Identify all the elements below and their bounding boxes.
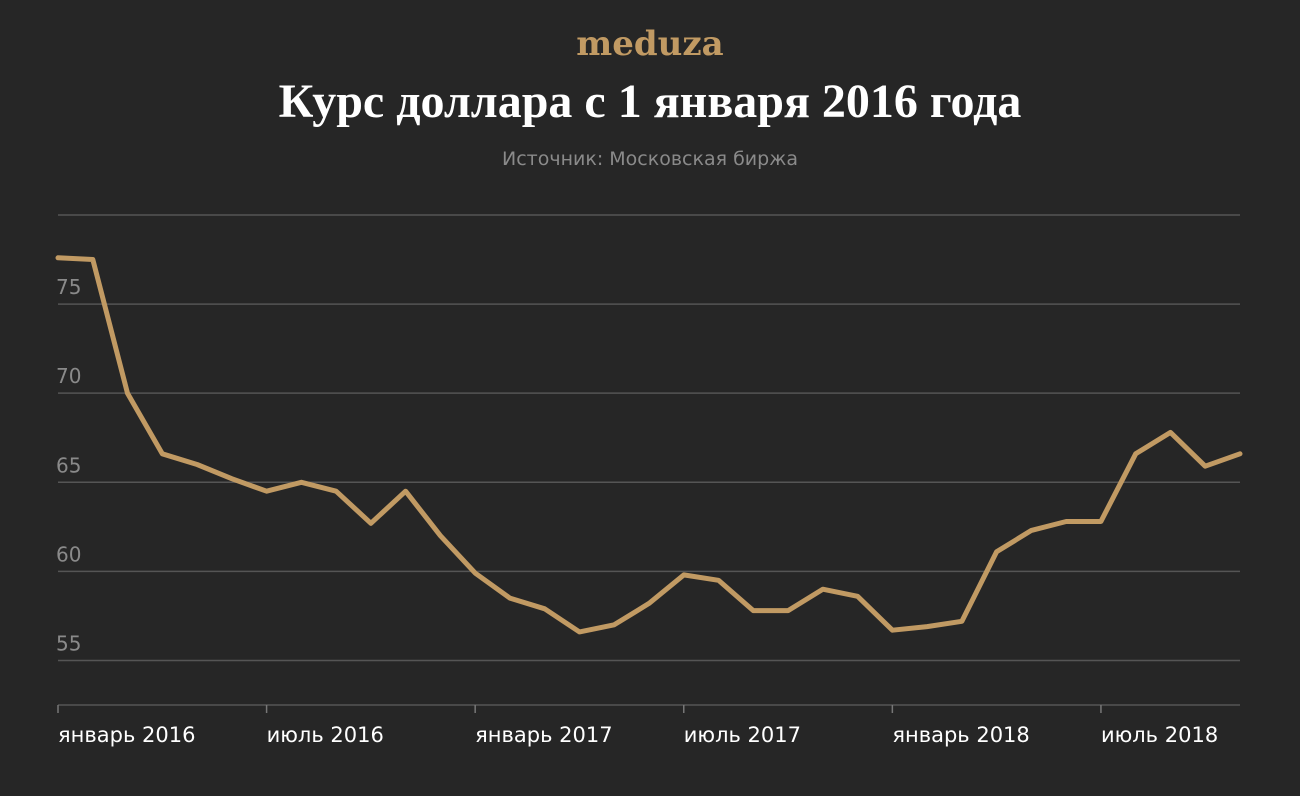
chart-title: Курс доллара с 1 января 2016 года [278,75,1022,128]
x-tick-label: январь 2018 [892,723,1029,747]
y-tick-label: 65 [56,453,81,477]
x-tick-label: январь 2016 [58,723,195,747]
y-tick-label: 75 [56,275,81,299]
chart-subtitle: Источник: Московская биржа [502,148,798,170]
y-tick-label: 70 [56,364,81,388]
x-tick-label: июль 2018 [1101,723,1218,747]
x-tick-label: июль 2017 [684,723,801,747]
series-line-usd-rub [55,255,1243,635]
x-tick-label: январь 2017 [475,723,612,747]
x-tick-label: июль 2016 [267,723,384,747]
y-tick-label: 55 [56,631,81,655]
brand-logo: meduza [576,24,724,64]
y-tick-label: 60 [56,542,81,566]
